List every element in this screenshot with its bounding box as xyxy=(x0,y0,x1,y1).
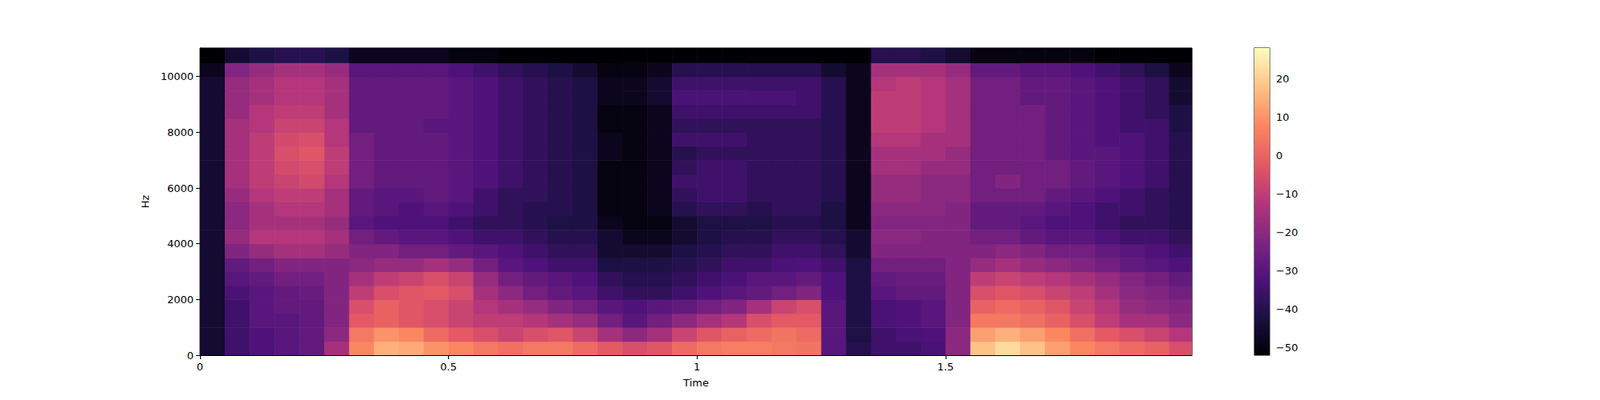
svg-text:20: 20 xyxy=(1276,72,1290,85)
svg-text:0: 0 xyxy=(1276,149,1283,162)
svg-text:−40: −40 xyxy=(1276,303,1298,316)
svg-text:−30: −30 xyxy=(1276,264,1298,277)
svg-text:−10: −10 xyxy=(1276,188,1298,200)
svg-text:2000: 2000 xyxy=(167,293,194,306)
svg-text:0: 0 xyxy=(196,360,204,373)
svg-text:0.5: 0.5 xyxy=(440,360,457,373)
svg-text:0: 0 xyxy=(187,349,194,362)
svg-text:1: 1 xyxy=(693,360,700,373)
svg-text:10000: 10000 xyxy=(160,70,194,83)
svg-text:4000: 4000 xyxy=(167,237,194,250)
svg-text:6000: 6000 xyxy=(167,182,194,195)
svg-text:10: 10 xyxy=(1276,111,1290,124)
svg-text:Time: Time xyxy=(682,376,709,389)
svg-text:−20: −20 xyxy=(1276,226,1298,239)
svg-text:−50: −50 xyxy=(1276,341,1298,354)
svg-text:8000: 8000 xyxy=(167,126,194,139)
svg-text:Hz: Hz xyxy=(139,195,152,209)
svg-text:1.5: 1.5 xyxy=(937,360,955,373)
